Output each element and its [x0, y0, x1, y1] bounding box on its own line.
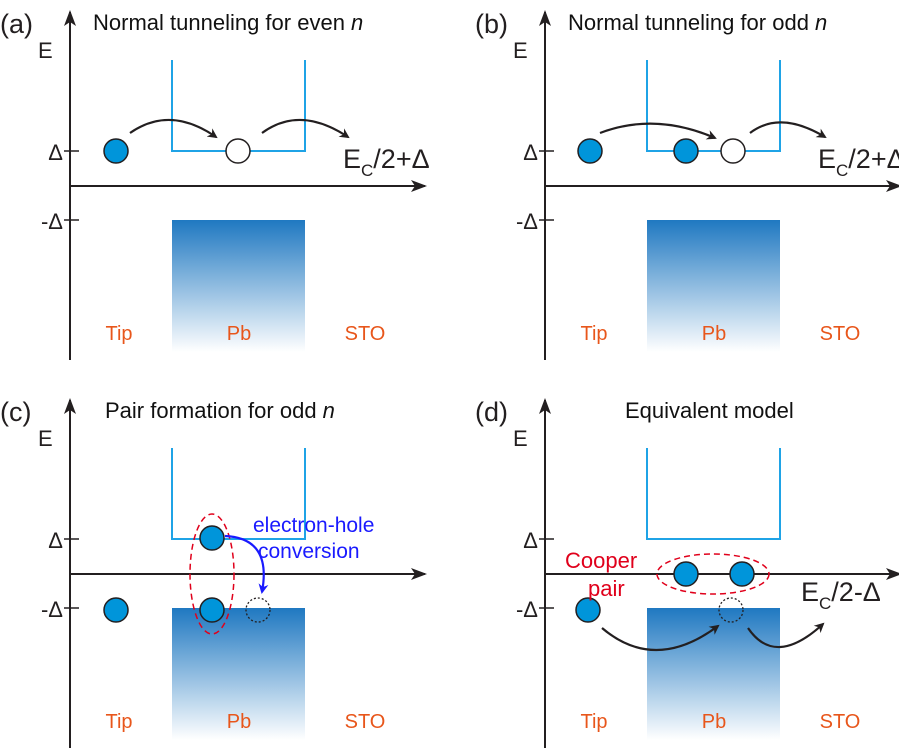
electron: [577, 138, 603, 164]
pb-upper-band-well: [646, 60, 781, 152]
tick-label-minus-delta: -Δ: [41, 597, 63, 622]
panel-label: (c): [0, 397, 31, 427]
region-label-tip: Tip: [105, 323, 132, 345]
electron: [199, 525, 225, 551]
annotation-line2: pair: [588, 576, 625, 601]
panel-b: (b) Normal tunneling for odd n E Δ -Δ Tip Pb STO…: [475, 9, 899, 360]
tick-label-minus-delta: -Δ: [516, 597, 538, 622]
energy-rest: /2-Δ: [831, 577, 881, 607]
title-text: Equivalent model: [625, 398, 794, 423]
charging-energy-label: EC/2+Δ: [343, 144, 430, 180]
energy-E: E: [818, 144, 836, 174]
title-text: Normal tunneling for: [568, 10, 772, 35]
region-label-pb: Pb: [702, 323, 726, 345]
panel-title: Pair formation for odd n: [105, 398, 335, 423]
panel-c: (c) Pair formation for odd n E Δ -Δ Tip Pb STO el…: [0, 397, 427, 748]
region-label-sto: STO: [820, 323, 861, 345]
hole-state: [245, 597, 271, 623]
title-parity: even: [297, 10, 345, 35]
energy-E: E: [343, 144, 361, 174]
title-variable: n: [815, 10, 827, 35]
axis-label-E: E: [513, 426, 528, 451]
tunneling-arrow: [601, 624, 720, 652]
pair-ellipse: [189, 513, 235, 635]
region-label-tip: Tip: [105, 711, 132, 733]
cooper-pair-ellipse: [656, 553, 770, 595]
region-label-sto: STO: [820, 711, 861, 733]
conversion-arrow: [224, 534, 269, 594]
empty-state: [720, 138, 746, 164]
pb-filled-band: [647, 220, 780, 352]
electron: [673, 561, 699, 587]
region-label-sto: STO: [345, 711, 386, 733]
electron: [103, 138, 129, 164]
title-variable: n: [351, 10, 363, 35]
annotation-line2: conversion: [258, 540, 360, 563]
energy-subscript: C: [819, 594, 831, 613]
electron: [199, 597, 225, 623]
title-parity: odd: [280, 398, 317, 423]
title-parity: odd: [772, 10, 809, 35]
tick-label-delta: Δ: [48, 528, 63, 553]
energy-rest: /2+Δ: [373, 144, 429, 174]
axis-label-E: E: [513, 38, 528, 63]
energy-rest: /2+Δ: [848, 144, 899, 174]
empty-state: [225, 138, 251, 164]
energy-subscript: C: [361, 161, 373, 180]
title-variable: n: [323, 398, 335, 423]
annotation-line1: electron-hole: [253, 514, 374, 537]
electron: [729, 561, 755, 587]
pb-filled-band: [172, 220, 305, 352]
annotation-line1: Cooper: [565, 548, 637, 573]
tick-label-delta: Δ: [523, 528, 538, 553]
tunneling-arrow: [129, 118, 218, 139]
electron: [575, 597, 601, 623]
tunneling-arrow: [749, 121, 827, 139]
panel-label: (a): [0, 9, 33, 39]
region-label-pb: Pb: [227, 323, 251, 345]
region-label-pb: Pb: [227, 711, 251, 733]
axis-label-E: E: [38, 426, 53, 451]
panel-title: Normal tunneling for even n: [93, 10, 363, 35]
region-label-sto: STO: [345, 323, 386, 345]
region-label-tip: Tip: [580, 711, 607, 733]
tunneling-arrow: [747, 622, 825, 649]
tick-label-delta: Δ: [523, 140, 538, 165]
title-text: Normal tunneling for: [93, 10, 297, 35]
energy-E: E: [801, 577, 819, 607]
tunneling-arrow: [261, 118, 350, 139]
electron: [673, 138, 699, 164]
axis-label-E: E: [38, 38, 53, 63]
region-label-tip: Tip: [580, 323, 607, 345]
panel-title: Normal tunneling for odd n: [568, 10, 827, 35]
panel-title: Equivalent model: [625, 398, 794, 423]
charging-energy-label: EC/2-Δ: [801, 577, 881, 613]
title-text: Pair formation for: [105, 398, 280, 423]
tick-label-minus-delta: -Δ: [516, 209, 538, 234]
electron: [103, 597, 129, 623]
panel-a: (a) Normal tunneling for even n E Δ -Δ Tip Pb ST…: [0, 9, 430, 360]
pb-filled-band: [172, 608, 305, 740]
tick-label-delta: Δ: [48, 140, 63, 165]
tick-label-minus-delta: -Δ: [41, 209, 63, 234]
energy-subscript: C: [836, 161, 848, 180]
pb-upper-band-well: [646, 448, 781, 540]
region-label-pb: Pb: [702, 711, 726, 733]
panel-label: (b): [475, 9, 508, 39]
hole-state: [718, 597, 744, 623]
tunneling-arrow: [599, 122, 717, 140]
charging-energy-label: EC/2+Δ: [818, 144, 899, 180]
pb-upper-band-well: [171, 60, 306, 152]
panel-label: (d): [475, 397, 508, 427]
